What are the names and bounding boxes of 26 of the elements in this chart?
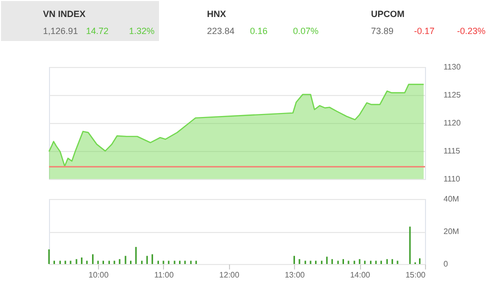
- x-tick-label: 10:00: [88, 270, 110, 280]
- text: 0.16: [250, 26, 268, 36]
- x-tick-label: 14:00: [350, 270, 371, 280]
- y-tick-label: 0: [444, 260, 448, 268]
- text: 223.84: [207, 26, 235, 36]
- text: 1,126.91: [43, 26, 78, 36]
- text: HNX: [207, 9, 226, 19]
- text: 1.32%: [129, 26, 155, 36]
- y-tick-label: 20M: [444, 227, 460, 236]
- x-tick-label: 12:00: [219, 270, 240, 280]
- text: VN INDEX: [43, 9, 86, 19]
- text: 0.07%: [293, 26, 319, 36]
- text: 14.72: [86, 26, 109, 36]
- y-tick-label: 1130: [444, 62, 462, 72]
- y-tick-label: 1110: [444, 174, 461, 184]
- text: -0.23%: [457, 26, 486, 36]
- y-tick-label: 1120: [444, 118, 462, 128]
- x-tick-label: 13:00: [284, 270, 306, 280]
- x-tick-label: 15:00: [405, 270, 426, 280]
- x-tick-label: 11:00: [154, 270, 174, 280]
- y-tick-label: 1125: [444, 90, 462, 100]
- text: -0.17: [414, 26, 435, 36]
- y-tick-label: 1115: [444, 146, 461, 156]
- y-tick-label: 40M: [444, 194, 460, 204]
- text: 73.89: [371, 26, 394, 36]
- text: UPCOM: [371, 9, 404, 19]
